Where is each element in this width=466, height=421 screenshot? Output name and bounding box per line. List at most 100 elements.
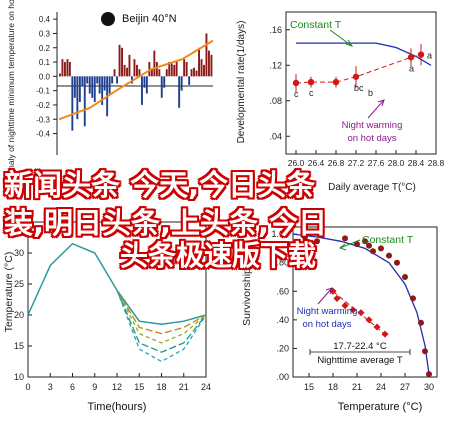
- panel-a-bar: [78, 76, 81, 102]
- panel-d-constant-point: [370, 248, 376, 255]
- panel-c-x-tick-label: 0: [25, 382, 30, 392]
- panel-d-label-warming: Night warming on hot days: [297, 306, 358, 330]
- panel-b-ylabel: Developmental rate(1/days): [236, 21, 247, 144]
- panel-a-bar: [108, 76, 111, 94]
- panel-c-y-tick-label: 35: [14, 217, 24, 227]
- panel-a-bar: [113, 69, 116, 77]
- panel-c-x-tick-label: 18: [156, 382, 166, 392]
- panel-d-constant-point: [386, 252, 392, 259]
- panel-d-x-tick-label: 24: [376, 382, 386, 392]
- panel-d-constant-point: [378, 245, 384, 252]
- panel-d-constant-point: [410, 295, 416, 302]
- panel-a-y-tick-label: -0.3: [36, 115, 50, 124]
- panel-b-x-tick-label: 28.0: [388, 158, 405, 168]
- panel-d-constant-points: [302, 234, 432, 378]
- panel-b-x-tick-label: 26.0: [288, 158, 305, 168]
- panel-a-bar: [88, 76, 91, 94]
- panel-a-bar: [86, 76, 89, 84]
- panel-b-point: [332, 78, 340, 86]
- arrow-head-icon: [325, 287, 333, 295]
- panel-d-warming-point: [373, 323, 381, 331]
- panel-b-ticks: .04 .08 .12 .16 26.0 26.4 26.8 27.2 27.6 28.0 28.4…: [269, 25, 444, 168]
- panel-b-point-label: a: [427, 51, 432, 61]
- panel-d-constant-point: [394, 259, 400, 266]
- panel-a-y-tick-label: 0.4: [39, 15, 51, 24]
- panel-a-bar: [160, 76, 163, 98]
- panel-a-bar: [175, 62, 178, 77]
- panel-d-xlabel: Temperature (°C): [338, 401, 422, 413]
- panel-b-x-tick-label: 26.8: [328, 158, 345, 168]
- panel-d-y-tick-label: .40: [276, 315, 289, 325]
- panel-a-bar: [188, 76, 191, 85]
- panel-d-warming-point: [381, 330, 389, 338]
- panel-a-bar: [61, 59, 64, 77]
- panel-c-curve: [116, 289, 207, 344]
- panel-a-bar: [143, 76, 146, 88]
- panel-a-bar: [133, 59, 136, 77]
- panel-a-bar: [96, 76, 99, 84]
- panel-d-ylabel: Survivorship: [241, 268, 253, 326]
- panel-b-point-label: c: [309, 88, 314, 98]
- panel-b-point: [352, 73, 360, 80]
- panel-d-warming-point: [365, 316, 373, 324]
- panel-c-curve: [116, 289, 207, 353]
- panel-b-y-tick-label: .12: [269, 60, 282, 70]
- panel-b-point-label: bc: [354, 83, 364, 93]
- panel-d-warming-point: [341, 302, 349, 310]
- panel-b-frame: [285, 11, 437, 155]
- panel-d-x-tick-label: 27: [400, 382, 410, 392]
- panel-b-point: [292, 79, 300, 87]
- panel-a-bar: [123, 64, 126, 77]
- panel-a-bar: [103, 76, 106, 91]
- panel-c-ticks: 10 15 20 25 30 35 0 3 6 9 12 15 18 21 24: [14, 217, 211, 392]
- panel-a-bar: [193, 67, 195, 77]
- arrow-head-icon: [377, 99, 385, 107]
- panel-a-bar: [91, 76, 94, 98]
- panel-a-bar: [66, 59, 69, 77]
- panel-b-x-tick-label: 27.6: [368, 158, 385, 168]
- panel-top-left: Anomaly of nighttime minimum temperature…: [6, 0, 214, 187]
- panel-a-bar: [158, 69, 161, 77]
- panel-d-x-tick-label: 30: [424, 382, 434, 392]
- panel-a-bar: [178, 76, 181, 108]
- panel-b-constant-arrow: [329, 29, 353, 47]
- panel-b-label-warming: Night warming on hot days: [342, 120, 403, 144]
- panel-bottom-left: Temperature (°C) 10 15 20 25 30 35 0 3 6 9 12 15 18 2…: [3, 217, 211, 413]
- panel-a-y-tick-label: -0.1: [36, 87, 50, 96]
- panel-a-bar: [163, 76, 166, 88]
- panel-a-bar: [138, 69, 141, 77]
- panel-a-bar: [76, 76, 79, 120]
- panel-d-range-caption: Nighttime average T: [317, 355, 403, 366]
- panel-c-x-tick-label: 24: [201, 382, 211, 392]
- panel-b-label-constant: Constant T: [290, 19, 342, 31]
- panel-a-bar: [83, 76, 86, 127]
- panel-a-bar: [141, 76, 143, 105]
- panel-c-curve: [116, 289, 207, 363]
- panel-d-y-tick-label: .80: [276, 258, 289, 268]
- panel-b-point-label: a: [409, 63, 414, 73]
- panel-c-x-tick-label: 3: [48, 382, 53, 392]
- panel-d-constant-arrow: [339, 239, 361, 249]
- panel-b-y-tick-label: .16: [269, 25, 282, 35]
- panel-c-curve: [27, 242, 207, 326]
- arrow-head-icon: [345, 39, 354, 47]
- panel-a-title: Beijin 40°N: [122, 13, 177, 25]
- north-pole-icon: [101, 12, 115, 26]
- panel-a-bar: [136, 64, 138, 77]
- panel-a-bar: [205, 33, 208, 77]
- panel-a-bar: [71, 76, 74, 131]
- panel-top-right: Developmental rate(1/days) .04 .08 .12 .16 2…: [236, 11, 445, 168]
- panel-c-x-tick-label: 6: [70, 382, 75, 392]
- panel-c-ylabel: Temperature (°C): [3, 252, 15, 333]
- panel-a-bar: [150, 69, 153, 77]
- panel-d-constant-point: [362, 238, 368, 245]
- panel-a-bar: [195, 70, 198, 77]
- panel-a-bar: [98, 76, 101, 94]
- panel-d-constant-point: [426, 371, 432, 378]
- panel-c-y-tick-label: 25: [14, 279, 24, 289]
- panel-d-ticks: .00 .20 .40 .60 .80 1.00 15 18 21 24 27 30: [271, 229, 434, 392]
- panel-d-constant-point: [354, 241, 360, 248]
- panel-a-trend-line: [58, 39, 214, 121]
- panel-c-xlabel: Time(hours): [88, 401, 147, 413]
- panel-c-temperature-curves: [27, 242, 207, 363]
